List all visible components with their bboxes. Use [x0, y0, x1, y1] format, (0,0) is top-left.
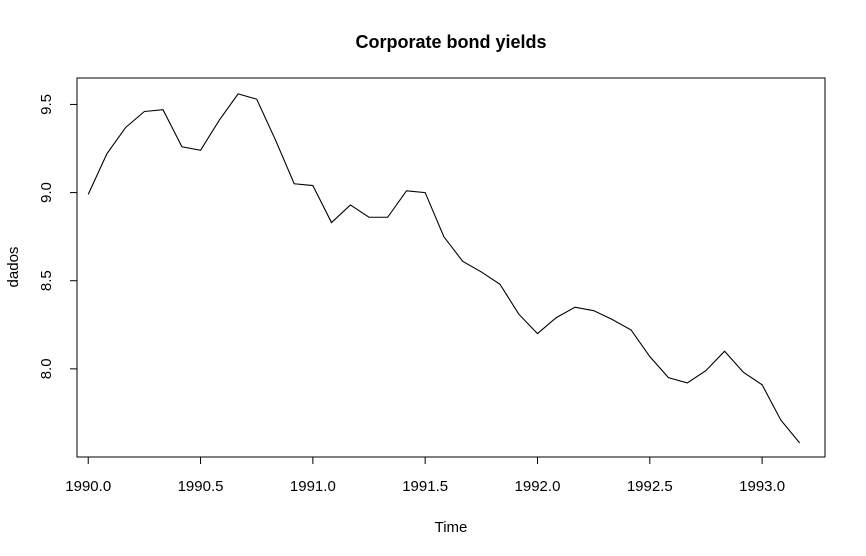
x-tick-label: 1990.5	[178, 478, 224, 495]
x-axis: 1990.0 1990.5 1991.0 1991.5 1992.0 1992.5 1993…	[65, 456, 785, 495]
y-tick-label: 8.0	[38, 358, 55, 379]
x-axis-label: Time	[435, 519, 468, 536]
y-axis-label: dados	[5, 247, 22, 288]
y-tick-label: 9.0	[38, 182, 55, 203]
plot-frame	[76, 77, 826, 458]
x-tick-label: 1991.0	[290, 478, 336, 495]
series-line	[87, 93, 801, 444]
chart-title: Corporate bond yields	[355, 32, 546, 52]
x-tick-label: 1992.0	[515, 478, 561, 495]
y-tick-label: 8.5	[38, 270, 55, 291]
x-tick-label: 1992.5	[627, 478, 673, 495]
y-tick-label: 9.5	[38, 94, 55, 115]
series-layer	[87, 93, 801, 444]
y-axis: 8.0 8.5 9.0 9.5	[38, 94, 78, 379]
x-tick-label: 1990.0	[65, 478, 111, 495]
x-tick-label: 1993.0	[739, 478, 785, 495]
x-tick-label: 1991.5	[402, 478, 448, 495]
